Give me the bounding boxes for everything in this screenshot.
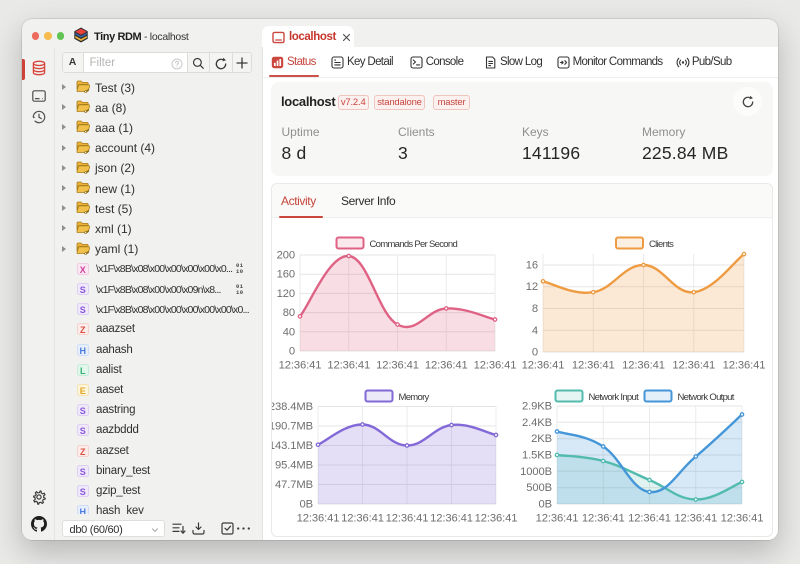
svg-text:12:36:41: 12:36:41: [522, 360, 565, 372]
svg-text:1000B: 1000B: [520, 466, 552, 478]
svg-text:12: 12: [526, 281, 538, 293]
svg-text:2.9KB: 2.9KB: [522, 401, 552, 413]
svg-text:Network Input: Network Input: [589, 392, 640, 403]
svg-text:12:36:41: 12:36:41: [425, 360, 468, 372]
svg-text:95.4MB: 95.4MB: [275, 460, 313, 472]
svg-text:160: 160: [277, 269, 295, 281]
svg-text:12:36:41: 12:36:41: [536, 513, 579, 525]
svg-text:2KB: 2KB: [531, 433, 552, 445]
svg-text:190.7MB: 190.7MB: [272, 421, 313, 433]
svg-text:Commands Per Second: Commands Per Second: [370, 239, 458, 250]
svg-text:12:36:41: 12:36:41: [376, 360, 419, 372]
svg-text:12:36:41: 12:36:41: [721, 513, 764, 525]
svg-text:47.7MB: 47.7MB: [275, 479, 313, 491]
svg-text:12:36:41: 12:36:41: [279, 360, 322, 372]
svg-text:12:36:41: 12:36:41: [628, 513, 671, 525]
svg-text:0B: 0B: [539, 499, 552, 511]
svg-text:Memory: Memory: [399, 392, 430, 403]
svg-text:238.4MB: 238.4MB: [272, 401, 313, 413]
svg-text:40: 40: [283, 326, 295, 338]
svg-text:Network Output: Network Output: [678, 392, 735, 403]
svg-text:12:36:41: 12:36:41: [622, 360, 665, 372]
svg-text:8: 8: [532, 303, 538, 315]
svg-text:12:36:41: 12:36:41: [297, 513, 340, 525]
svg-text:12:36:41: 12:36:41: [386, 513, 429, 525]
svg-text:Clients: Clients: [649, 239, 674, 250]
svg-text:1.5KB: 1.5KB: [522, 450, 552, 462]
svg-text:12:36:41: 12:36:41: [582, 513, 625, 525]
svg-text:0B: 0B: [300, 499, 313, 511]
svg-text:2.4KB: 2.4KB: [522, 417, 552, 429]
svg-text:12:36:41: 12:36:41: [674, 513, 717, 525]
svg-text:80: 80: [283, 307, 295, 319]
svg-text:12:36:41: 12:36:41: [723, 360, 766, 372]
svg-text:12:36:41: 12:36:41: [327, 360, 370, 372]
svg-text:143.1MB: 143.1MB: [272, 440, 313, 452]
svg-text:12:36:41: 12:36:41: [572, 360, 615, 372]
svg-text:200: 200: [277, 250, 295, 262]
svg-text:12:36:41: 12:36:41: [430, 513, 473, 525]
svg-text:12:36:41: 12:36:41: [672, 360, 715, 372]
svg-text:0: 0: [532, 347, 538, 359]
svg-text:16: 16: [526, 260, 538, 272]
svg-text:0: 0: [289, 346, 295, 358]
svg-text:12:36:41: 12:36:41: [474, 360, 517, 372]
svg-text:12:36:41: 12:36:41: [475, 513, 518, 525]
svg-text:120: 120: [277, 288, 295, 300]
svg-text:12:36:41: 12:36:41: [341, 513, 384, 525]
svg-text:500B: 500B: [526, 482, 552, 494]
svg-text:4: 4: [532, 325, 538, 337]
